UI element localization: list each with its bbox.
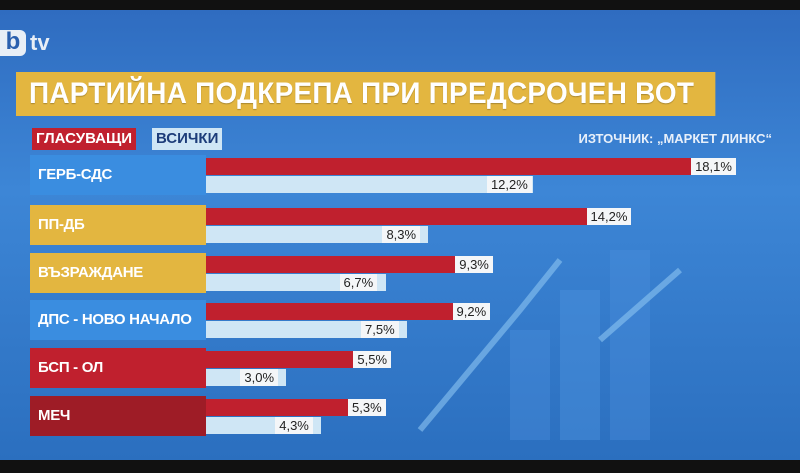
logo-tv: tv <box>30 30 50 55</box>
tv-screen: b tv ПАРТИЙНА ПОДКРЕПА ПРИ ПРЕДСРОЧЕН ВО… <box>0 10 800 460</box>
party-label: МЕЧ <box>30 396 206 436</box>
bar-all <box>206 226 429 243</box>
value-label-all: 4,3% <box>275 417 313 434</box>
logo-b: b <box>0 30 26 56</box>
rising-arrow-graphic <box>417 250 682 440</box>
party-label: ДПС - НОВО НАЧАЛО <box>30 300 206 340</box>
value-label-voters: 14,2% <box>586 208 632 225</box>
value-label-voters: 5,3% <box>348 399 386 416</box>
party-label: БСП - ОЛ <box>30 348 206 388</box>
value-label-all: 6,7% <box>339 274 378 291</box>
value-label-all: 3,0% <box>240 369 279 386</box>
legend-voters: ГЛАСУВАЩИ <box>32 128 137 150</box>
value-label-all: 8,3% <box>382 226 421 243</box>
bar-voters <box>206 256 456 273</box>
source-label: ИЗТОЧНИК: „МАРКЕТ ЛИНКС“ <box>578 131 772 146</box>
bar-chart: ГЕРБ-СДС 18,1% 12,2% ПП-ДБ 14,2% 8,3% ВЪЗРАЖДА… <box>0 10 800 460</box>
value-label-voters: 5,5% <box>353 351 392 368</box>
value-label-voters: 9,2% <box>452 303 491 320</box>
value-label-voters: 9,3% <box>455 256 493 273</box>
value-label-all: 12,2% <box>486 176 532 193</box>
legend-all: ВСИЧКИ <box>152 128 223 150</box>
btv-logo: b tv <box>0 30 50 56</box>
party-label: ГЕРБ-СДС <box>30 155 206 195</box>
value-label-voters: 18,1% <box>691 158 736 175</box>
bar-voters <box>206 208 587 225</box>
bar-voters <box>206 158 692 175</box>
party-label: ПП-ДБ <box>30 205 206 245</box>
bar-voters <box>206 399 349 416</box>
value-label-all: 7,5% <box>361 321 399 338</box>
bar-voters <box>206 303 453 320</box>
bar-all <box>206 176 533 193</box>
chart-title: ПАРТИЙНА ПОДКРЕПА ПРИ ПРЕДСРОЧЕН ВОТ <box>16 72 716 116</box>
party-label: ВЪЗРАЖДАНЕ <box>30 253 206 293</box>
bar-all <box>206 321 407 338</box>
bar-voters <box>206 351 354 368</box>
